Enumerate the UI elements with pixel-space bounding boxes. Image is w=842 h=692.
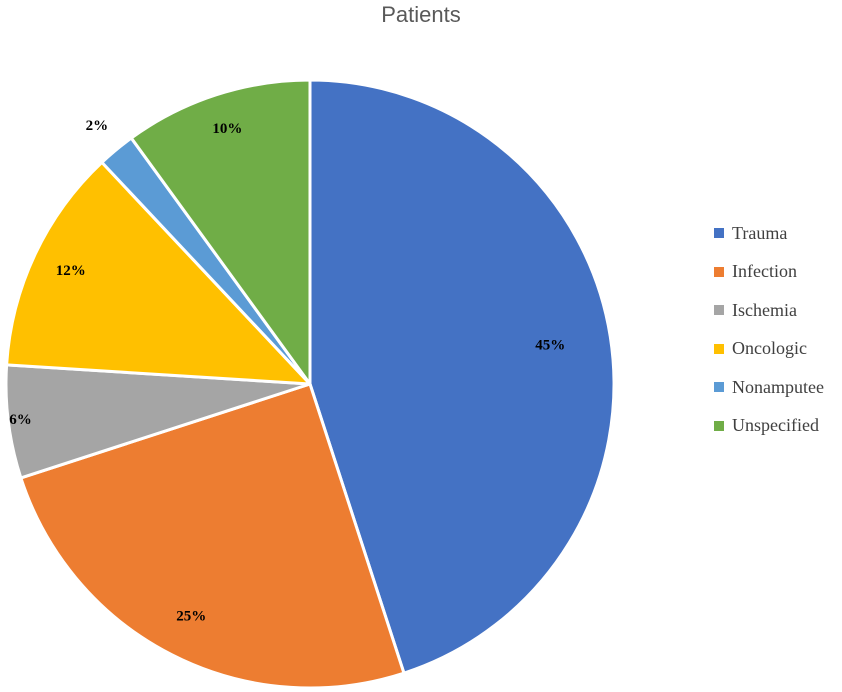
legend-label: Unspecified [732, 415, 819, 436]
legend-swatch [714, 305, 724, 316]
legend-swatch [714, 266, 724, 277]
legend-label: Oncologic [732, 338, 807, 359]
data-label-unspecified: 10% [212, 121, 242, 137]
legend-swatch [714, 343, 724, 354]
pie-slice-oncologic [5, 160, 312, 386]
legend-item-oncologic: Oncologic [714, 330, 824, 369]
legend-label: Ischemia [732, 299, 797, 320]
legend: Trauma Infection Ischemia Oncologic Nonamput… [714, 214, 824, 445]
legend-item-nonamputee: Nonamputee [714, 368, 824, 407]
legend-item-unspecified: Unspecified [714, 407, 824, 446]
data-label-trauma: 45% [535, 337, 565, 353]
data-label-oncologic: 12% [56, 263, 86, 279]
pie-slice-unspecified [129, 78, 312, 386]
legend-swatch [714, 382, 724, 393]
legend-item-ischemia: Ischemia [714, 291, 824, 330]
chart-title: Patients [381, 2, 461, 27]
legend-item-trauma: Trauma [714, 214, 824, 253]
data-label-ischemia: 6% [9, 412, 32, 428]
legend-item-infection: Infection [714, 253, 824, 292]
legend-swatch [714, 228, 724, 239]
legend-label: Nonamputee [732, 376, 824, 397]
pie-slice-trauma [308, 78, 616, 675]
legend-swatch [714, 420, 724, 431]
pie-slice-infection [19, 382, 406, 690]
legend-label: Infection [732, 261, 797, 282]
legend-label: Trauma [732, 222, 788, 243]
data-label-nonamputee: 2% [86, 118, 109, 134]
data-label-infection: 25% [176, 608, 206, 624]
